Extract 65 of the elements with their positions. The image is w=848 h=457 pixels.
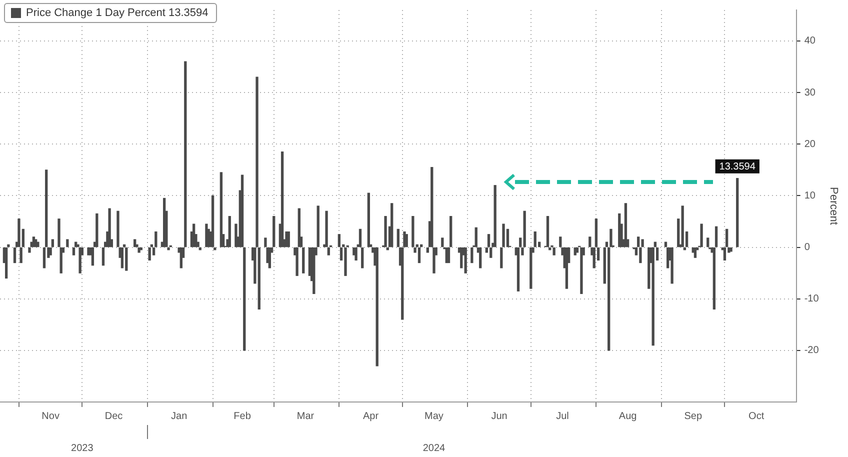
bar (736, 178, 739, 248)
bar (494, 185, 496, 248)
x-tick-label: Jun (491, 410, 508, 422)
bar (138, 247, 140, 253)
x-tick-label: Oct (748, 410, 764, 422)
bar (287, 231, 290, 248)
bar (464, 247, 467, 274)
bar (220, 172, 223, 248)
x-tick-label: Mar (296, 410, 315, 422)
bar (706, 238, 710, 248)
bar (418, 247, 421, 264)
bar (96, 213, 98, 248)
bar (367, 192, 370, 248)
x-tick-label: Jan (171, 410, 188, 422)
bar (4, 247, 8, 279)
y-tick-label: 40 (804, 36, 816, 47)
bar (148, 247, 151, 260)
bar (108, 208, 111, 248)
y-tick-label: -10 (804, 294, 820, 305)
x-tick-label: Feb (234, 410, 252, 422)
y-axis-title: Percent (827, 187, 840, 225)
legend-label: Price Change 1 Day Percent 13.3594 (26, 7, 208, 19)
bar (546, 216, 550, 248)
y-tick-label: -20 (804, 345, 820, 356)
bar (354, 247, 358, 260)
y-tick-label: 30 (804, 87, 816, 98)
data-label: 13.3594 (719, 162, 756, 173)
bar (125, 247, 128, 271)
bar (700, 224, 703, 248)
y-tick-label: 10 (804, 190, 816, 202)
bar (580, 247, 583, 294)
bar (470, 247, 474, 264)
bar (376, 247, 378, 366)
x-tick-label: May (424, 410, 444, 422)
x-tick-label: Nov (42, 410, 60, 422)
bar (390, 203, 394, 248)
x-tick-label: Aug (618, 410, 637, 422)
bar (624, 203, 628, 248)
x-tick-label: Jul (556, 410, 569, 422)
bar (211, 195, 214, 248)
bar (552, 247, 556, 256)
bar (36, 242, 40, 248)
bar (384, 216, 387, 248)
bar (228, 216, 231, 248)
bar (312, 247, 316, 294)
bar (441, 238, 444, 248)
bar (530, 247, 532, 289)
bar (78, 247, 82, 274)
bar (694, 247, 697, 258)
x2-tick-label: 2024 (422, 442, 446, 454)
bar (405, 234, 408, 248)
bar (66, 239, 69, 248)
x-tick-label: Dec (104, 410, 123, 422)
bar (681, 206, 684, 248)
y-tick-label: 0 (804, 242, 810, 254)
x-tick-label: Apr (363, 410, 380, 422)
bar (677, 218, 680, 248)
bar (670, 247, 674, 284)
bar (344, 247, 347, 276)
bar (479, 247, 482, 268)
x2-tick-label: 2023 (71, 442, 94, 454)
y-tick-label: 20 (804, 138, 816, 150)
x-tick-label: Sep (684, 410, 702, 422)
bar (120, 247, 124, 268)
bar (280, 152, 284, 248)
